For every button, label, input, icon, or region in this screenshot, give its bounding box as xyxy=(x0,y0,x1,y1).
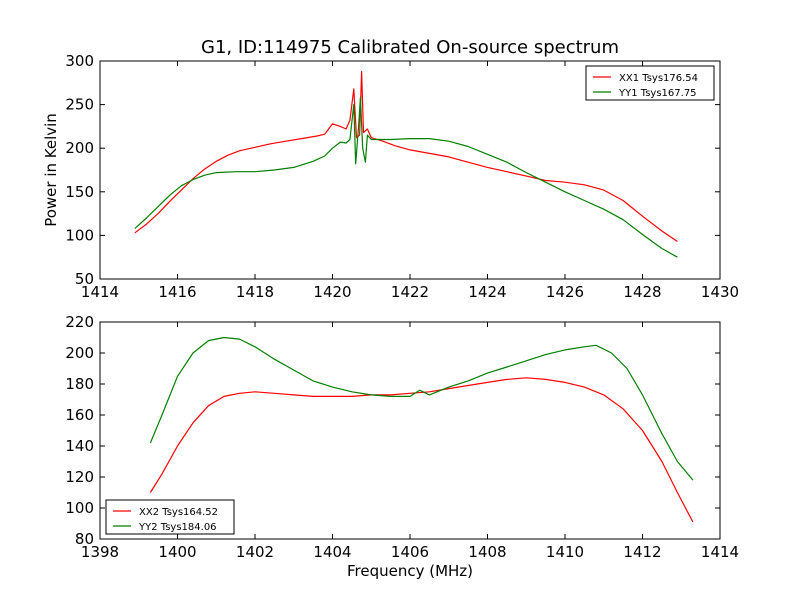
legend: XX2 Tsys164.52 YY2 Tsys184.06 xyxy=(105,499,235,535)
legend: XX1 Tsys176.54 YY1 Tsys167.75 xyxy=(585,65,715,101)
y-tick-label: 200 xyxy=(65,139,94,157)
legend-box xyxy=(585,65,715,101)
x-tick-label: 1430 xyxy=(701,283,739,301)
x-tick-label: 1406 xyxy=(391,543,429,561)
chart-title: G1, ID:114975 Calibrated On-source spect… xyxy=(201,37,619,58)
y-tick-label: 120 xyxy=(65,468,94,486)
legend-box xyxy=(105,499,235,535)
x-tick-label: 1422 xyxy=(391,283,429,301)
x-tick-label: 1428 xyxy=(623,283,661,301)
x-tick-label: 1400 xyxy=(158,543,196,561)
x-tick-label: 1408 xyxy=(468,543,506,561)
y-tick-label: 50 xyxy=(75,270,94,288)
y-tick-label: 200 xyxy=(65,344,94,362)
y-tick-label: 250 xyxy=(65,96,94,114)
x-tick-label: 1414 xyxy=(81,283,119,301)
x-tick-label: 1412 xyxy=(623,543,661,561)
y-tick-label: 300 xyxy=(65,52,94,70)
x-tick-label: 1402 xyxy=(236,543,274,561)
x-tick-label: 1404 xyxy=(313,543,351,561)
x-tick-label: 1414 xyxy=(701,543,739,561)
chart-2: 1398 1400 1402 1404 1406 1408 1410 1412 1414 80 10… xyxy=(65,313,739,580)
x-axis-label: Frequency (MHz) xyxy=(347,562,473,580)
x-tick-label: 1410 xyxy=(546,543,584,561)
y-tick-label: 140 xyxy=(65,437,94,455)
legend-label-1: XX2 Tsys164.52 xyxy=(139,507,218,518)
y-axis-label: Power in Kelvin xyxy=(42,113,60,227)
legend-label-2: YY1 Tsys167.75 xyxy=(618,88,697,99)
series-line-1 xyxy=(149,377,694,523)
legend-label-2: YY2 Tsys184.06 xyxy=(138,522,217,533)
x-tick-label: 1426 xyxy=(546,283,584,301)
x-tick-label: 1416 xyxy=(158,283,196,301)
x-tick-label: 1424 xyxy=(468,283,506,301)
y-tick-label: 160 xyxy=(65,406,94,424)
y-tick-label: 180 xyxy=(65,375,94,393)
legend-label-1: XX1 Tsys176.54 xyxy=(619,73,698,84)
y-tick-label: 150 xyxy=(65,183,94,201)
series-line-2 xyxy=(134,97,678,258)
series-line-2 xyxy=(149,336,694,481)
y-tick-label: 220 xyxy=(65,313,94,331)
x-tick-label: 1418 xyxy=(236,283,274,301)
y-tick-label: 80 xyxy=(75,530,94,548)
x-tick-label: 1398 xyxy=(81,543,119,561)
chart-1: 1414 1416 1418 1420 1422 1424 1426 1428 1430 50 10… xyxy=(42,37,739,301)
y-tick-label: 100 xyxy=(65,226,94,244)
y-tick-label: 100 xyxy=(65,499,94,517)
x-tick-label: 1420 xyxy=(313,283,351,301)
